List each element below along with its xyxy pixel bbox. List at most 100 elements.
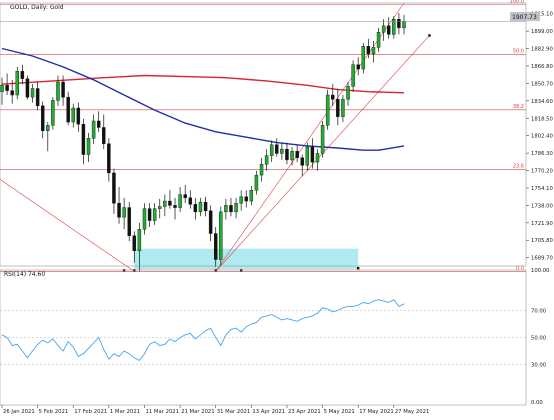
candle-bear[interactable] bbox=[356, 64, 360, 70]
candle-bull[interactable] bbox=[15, 70, 19, 96]
candle-bull[interactable] bbox=[264, 155, 269, 165]
candle-bear[interactable] bbox=[188, 197, 193, 205]
moving-average-blue-line[interactable] bbox=[1, 47, 405, 151]
candle-bear[interactable] bbox=[285, 148, 289, 161]
candle-bull[interactable] bbox=[361, 46, 366, 70]
candle-bull[interactable] bbox=[341, 99, 345, 117]
candle-bear[interactable] bbox=[366, 46, 371, 55]
candle-bear[interactable] bbox=[397, 19, 401, 29]
support-zone[interactable] bbox=[134, 248, 359, 270]
candle-bear[interactable] bbox=[25, 78, 30, 98]
candle-bull[interactable] bbox=[320, 125, 325, 154]
anchor-point-marker[interactable] bbox=[133, 269, 136, 272]
candle-bull[interactable] bbox=[305, 146, 310, 166]
candle-bear[interactable] bbox=[147, 208, 152, 221]
candle-bull[interactable] bbox=[315, 153, 320, 163]
rsi-panel[interactable] bbox=[0, 299, 526, 365]
candle-bull[interactable] bbox=[142, 208, 147, 230]
candle-bull[interactable] bbox=[259, 164, 264, 176]
candle-bear[interactable] bbox=[193, 204, 198, 213]
candle-bull[interactable] bbox=[152, 208, 157, 221]
y-tick-label: 1899.00 bbox=[531, 29, 554, 35]
candle-bear[interactable] bbox=[168, 200, 172, 206]
candle-bull[interactable] bbox=[51, 100, 55, 126]
candle-bull[interactable] bbox=[371, 47, 376, 55]
anchor-point-marker[interactable] bbox=[239, 269, 243, 272]
candle-bear[interactable] bbox=[203, 201, 208, 212]
candle-bear[interactable] bbox=[229, 205, 233, 213]
candle-bear[interactable] bbox=[300, 157, 304, 166]
y-tick-label: 1738.00 bbox=[531, 203, 554, 209]
candle-bear[interactable] bbox=[102, 127, 106, 144]
candle-bull[interactable] bbox=[71, 107, 75, 123]
candle-bull[interactable] bbox=[46, 125, 50, 131]
candle-bull[interactable] bbox=[0, 85, 4, 92]
candle-bull[interactable] bbox=[249, 190, 254, 202]
anchor-point-marker[interactable] bbox=[214, 269, 217, 272]
candle-bear[interactable] bbox=[331, 94, 335, 100]
candle-bear[interactable] bbox=[40, 105, 45, 131]
candle-bear[interactable] bbox=[5, 85, 9, 91]
candle-bear[interactable] bbox=[213, 233, 218, 260]
candle-bull[interactable] bbox=[122, 207, 126, 218]
candle-bear[interactable] bbox=[107, 143, 111, 174]
anchor-point-marker[interactable] bbox=[357, 266, 360, 270]
candle-bear[interactable] bbox=[35, 88, 40, 107]
candle-bear[interactable] bbox=[183, 194, 187, 199]
candle-bear[interactable] bbox=[66, 96, 70, 123]
candle-bull[interactable] bbox=[269, 144, 274, 156]
candle-bear[interactable] bbox=[244, 196, 248, 202]
candle-bull[interactable] bbox=[239, 196, 243, 204]
anchor-point-marker[interactable] bbox=[428, 34, 431, 37]
candle-bear[interactable] bbox=[76, 107, 81, 125]
candle-bull[interactable] bbox=[254, 174, 259, 191]
candle-bear[interactable] bbox=[336, 99, 340, 117]
candle-bear[interactable] bbox=[61, 81, 65, 98]
candle-bear[interactable] bbox=[310, 146, 315, 163]
x-tick-label: 26 Jan 2021 bbox=[3, 409, 35, 415]
candle-bull[interactable] bbox=[392, 19, 396, 35]
candle-bull[interactable] bbox=[346, 86, 350, 100]
main-price-panel[interactable]: 100.0 50.0 38.2 23.6 0.0 bbox=[0, 0, 526, 272]
candle-bull[interactable] bbox=[91, 120, 96, 139]
candle-bull[interactable] bbox=[56, 81, 60, 101]
y-tick-label: 1866.80 bbox=[531, 64, 554, 70]
candle-bull[interactable] bbox=[234, 203, 238, 213]
x-tick-label: 17 Feb 2021 bbox=[74, 409, 107, 415]
candle-bull[interactable] bbox=[178, 194, 182, 208]
candle-bear[interactable] bbox=[295, 151, 299, 158]
candle-bull[interactable] bbox=[351, 64, 355, 87]
candle-bull[interactable] bbox=[30, 88, 35, 98]
rsi-line[interactable] bbox=[1, 299, 405, 361]
candle-bull[interactable] bbox=[325, 94, 330, 126]
candle-bull[interactable] bbox=[198, 201, 203, 213]
candle-bear[interactable] bbox=[117, 203, 121, 218]
candle-bear[interactable] bbox=[275, 144, 279, 154]
fib-trend-line[interactable] bbox=[0, 179, 135, 272]
candle-bear[interactable] bbox=[10, 90, 14, 96]
candle-bear[interactable] bbox=[81, 124, 86, 155]
candle-bull[interactable] bbox=[158, 206, 162, 209]
candle-bull[interactable] bbox=[381, 25, 386, 33]
candle-bull[interactable] bbox=[163, 200, 167, 207]
candle-bear[interactable] bbox=[127, 207, 131, 236]
anchor-point-marker[interactable] bbox=[122, 269, 126, 272]
candle-bull[interactable] bbox=[86, 138, 91, 155]
candle-bull[interactable] bbox=[402, 21, 406, 29]
candle-bear[interactable] bbox=[112, 172, 116, 204]
candle-bear[interactable] bbox=[96, 120, 101, 128]
candle-bear[interactable] bbox=[173, 205, 177, 208]
candle-bull[interactable] bbox=[280, 148, 284, 154]
candle-bear[interactable] bbox=[132, 235, 137, 252]
candle-bear[interactable] bbox=[208, 210, 213, 234]
candle-bear[interactable] bbox=[387, 25, 391, 35]
candle-bull[interactable] bbox=[219, 211, 223, 260]
candle-bull[interactable] bbox=[376, 32, 381, 48]
candle-bull[interactable] bbox=[224, 205, 228, 213]
candle-bull[interactable] bbox=[137, 229, 142, 252]
candle-bear[interactable] bbox=[20, 70, 25, 79]
current-price-label: 1907.73 bbox=[512, 14, 537, 21]
candle-bull[interactable] bbox=[290, 151, 294, 161]
